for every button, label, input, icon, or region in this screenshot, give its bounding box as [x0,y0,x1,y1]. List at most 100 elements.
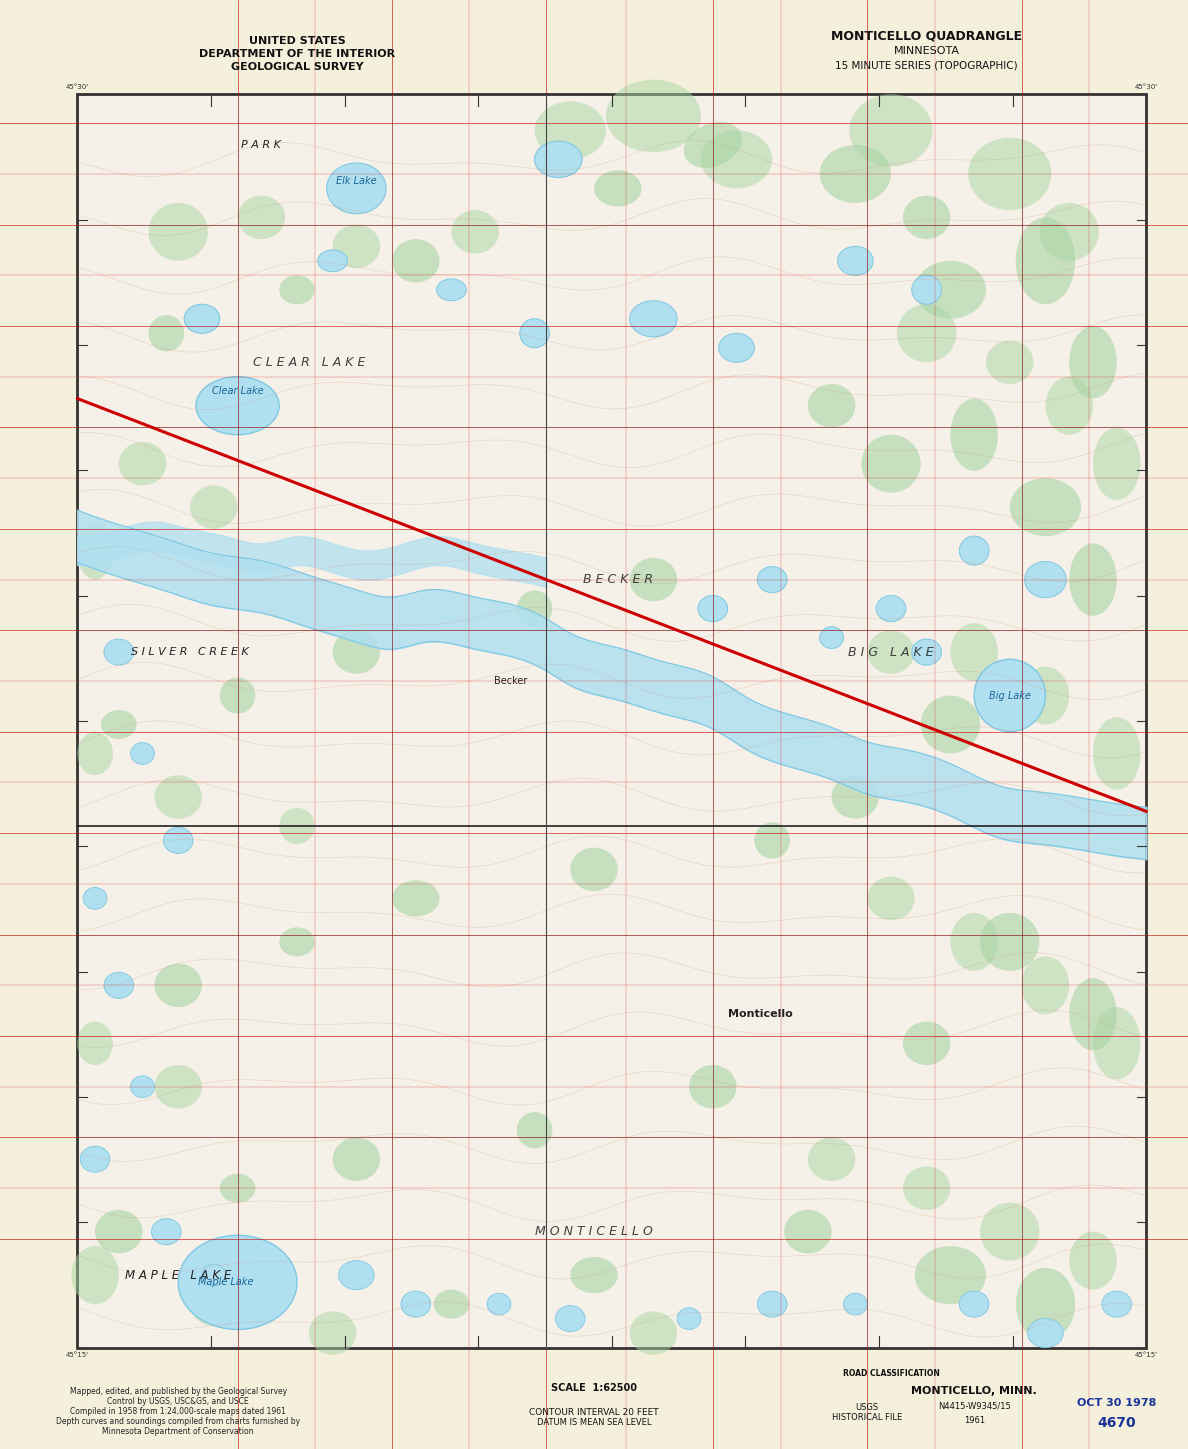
Ellipse shape [754,823,790,858]
Text: 45°15': 45°15' [65,1352,89,1358]
Text: N4415-W9345/15: N4415-W9345/15 [937,1401,1011,1410]
Ellipse shape [220,678,255,714]
Text: M O N T I C E L L O: M O N T I C E L L O [535,1226,653,1237]
Ellipse shape [279,809,315,843]
Ellipse shape [867,877,915,920]
Text: MONTICELLO, MINN.: MONTICELLO, MINN. [911,1387,1037,1395]
Ellipse shape [152,1219,181,1245]
Ellipse shape [555,1306,584,1332]
Ellipse shape [333,630,380,674]
Ellipse shape [487,1294,511,1316]
Ellipse shape [1040,203,1099,261]
Ellipse shape [1093,427,1140,500]
Ellipse shape [434,1290,469,1319]
Text: DEPARTMENT OF THE INTERIOR: DEPARTMENT OF THE INTERIOR [198,49,396,58]
Ellipse shape [684,122,741,168]
Ellipse shape [980,913,1040,971]
Ellipse shape [1022,667,1069,724]
Bar [77,94,1146,1348]
Text: DATUM IS MEAN SEA LEVEL: DATUM IS MEAN SEA LEVEL [537,1419,651,1427]
Ellipse shape [843,1294,867,1316]
Ellipse shape [1045,377,1093,435]
Ellipse shape [950,398,998,471]
Ellipse shape [820,627,843,649]
Ellipse shape [451,210,499,254]
Ellipse shape [71,1246,119,1304]
Ellipse shape [77,1022,113,1065]
Ellipse shape [719,333,754,362]
Ellipse shape [980,1203,1040,1261]
Ellipse shape [105,972,133,998]
Ellipse shape [1069,978,1117,1051]
Ellipse shape [333,1137,380,1181]
Text: Control by USGS, USC&GS, and USCE: Control by USGS, USC&GS, and USCE [107,1397,249,1406]
Ellipse shape [1069,543,1117,616]
Text: Big Lake: Big Lake [988,691,1031,700]
Ellipse shape [594,171,642,207]
Ellipse shape [903,1166,950,1210]
Ellipse shape [758,1291,788,1317]
Text: USGS
HISTORICAL FILE: USGS HISTORICAL FILE [832,1403,903,1423]
Ellipse shape [327,164,386,214]
Ellipse shape [876,596,905,622]
Ellipse shape [959,1291,988,1317]
Ellipse shape [897,304,956,362]
Ellipse shape [950,623,998,681]
Text: SCALE  1:62500: SCALE 1:62500 [551,1384,637,1392]
Text: Becker: Becker [494,677,527,685]
Ellipse shape [606,80,701,152]
Ellipse shape [77,732,113,775]
Text: Mapped, edited, and published by the Geological Survey: Mapped, edited, and published by the Geo… [70,1387,286,1395]
Ellipse shape [392,881,440,917]
Ellipse shape [630,301,677,338]
Ellipse shape [517,1113,552,1148]
Text: C L E A R   L A K E: C L E A R L A K E [253,356,365,368]
Ellipse shape [974,659,1045,732]
Ellipse shape [154,964,202,1007]
Ellipse shape [163,827,192,853]
Ellipse shape [808,384,855,427]
Text: B I G   L A K E: B I G L A K E [848,646,934,658]
Ellipse shape [148,316,184,352]
Text: CONTOUR INTERVAL 20 FEET: CONTOUR INTERVAL 20 FEET [529,1408,659,1417]
Ellipse shape [190,485,238,529]
Ellipse shape [867,630,915,674]
Ellipse shape [959,536,988,565]
Text: Monticello: Monticello [728,1010,792,1019]
Ellipse shape [677,1307,701,1330]
Ellipse shape [915,1246,986,1304]
Text: 15 MINUTE SERIES (TOPOGRAPHIC): 15 MINUTE SERIES (TOPOGRAPHIC) [835,61,1018,70]
Ellipse shape [758,567,788,593]
Ellipse shape [903,1022,950,1065]
Ellipse shape [196,377,279,435]
Ellipse shape [148,203,208,261]
Ellipse shape [849,94,933,167]
Ellipse shape [178,1235,297,1330]
Text: Maple Lake: Maple Lake [198,1278,253,1287]
Text: Minnesota Department of Conservation: Minnesota Department of Conservation [102,1427,254,1436]
Text: P A R K: P A R K [241,141,282,149]
Ellipse shape [820,145,891,203]
Ellipse shape [279,927,315,956]
Ellipse shape [517,591,552,627]
Ellipse shape [1028,1319,1063,1348]
Ellipse shape [1069,326,1117,398]
Ellipse shape [1022,956,1069,1014]
Ellipse shape [220,1174,255,1203]
Ellipse shape [105,639,133,665]
Ellipse shape [80,1146,110,1172]
Ellipse shape [131,743,154,765]
Ellipse shape [1069,1232,1117,1290]
Ellipse shape [808,1137,855,1181]
Ellipse shape [689,1065,737,1108]
Ellipse shape [279,275,315,304]
Ellipse shape [968,138,1051,210]
Ellipse shape [190,1282,238,1326]
Ellipse shape [333,225,380,268]
Text: 4670: 4670 [1098,1416,1136,1430]
Text: 1961: 1961 [963,1416,985,1424]
Ellipse shape [77,522,113,580]
Ellipse shape [154,1065,202,1108]
Ellipse shape [912,275,941,304]
Ellipse shape [131,1075,154,1098]
